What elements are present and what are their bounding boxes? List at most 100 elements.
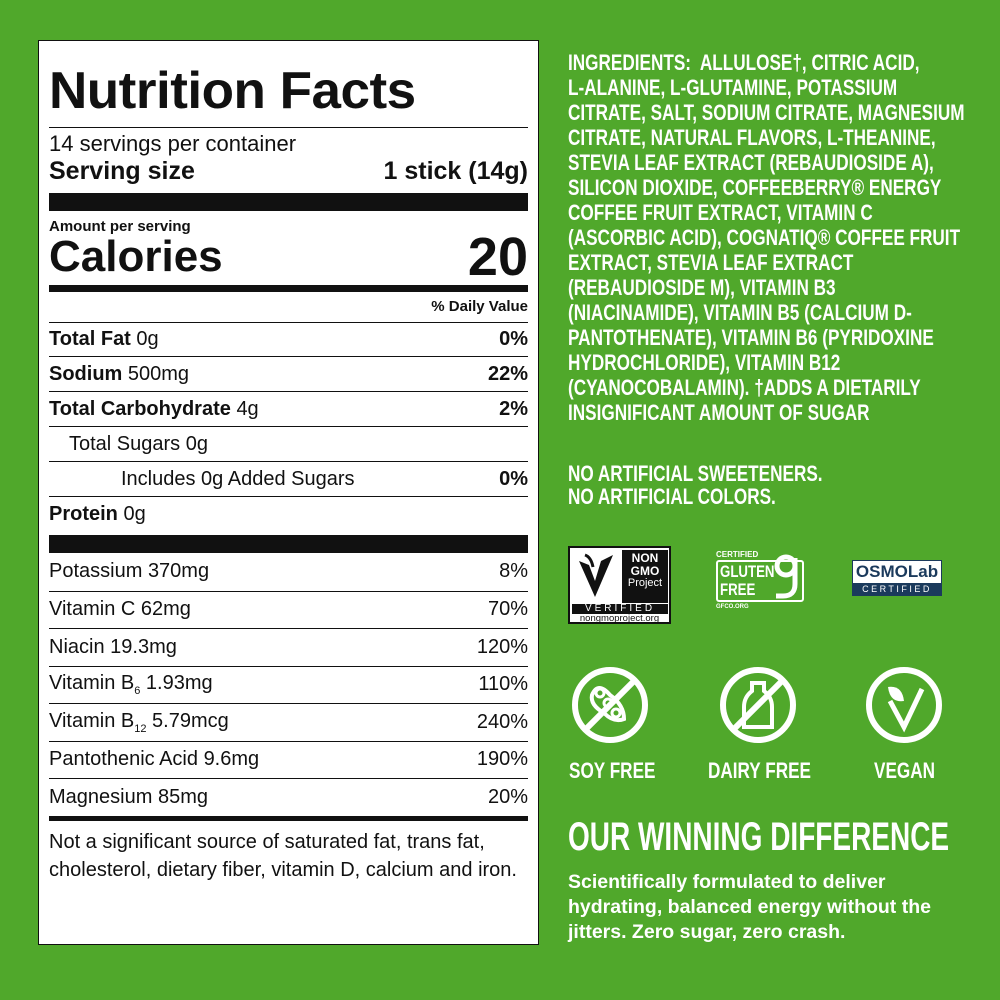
- vitamin-amount: 85mg: [157, 785, 208, 808]
- ingredient-line: (NIACINAMIDE), VITAMIN B5 (CALCIUM D-: [568, 300, 912, 325]
- servings-per-container: 14 servings per container: [49, 131, 297, 156]
- osmolab-badge: OSMOLab CERTIFIED: [852, 560, 942, 596]
- nutrient-row: Total Fat 0g 0%: [49, 322, 528, 356]
- vitamin-dv: 120%: [476, 635, 528, 658]
- badge-text: GMO: [630, 563, 660, 578]
- nutrient-row: Total Carbohydrate 4g 2%: [49, 391, 528, 426]
- badge-text: nongmoproject.org: [579, 613, 660, 624]
- nutrient-name: Includes 0g Added Sugars: [121, 467, 355, 490]
- nutrient-name: Total Sugars: [69, 432, 181, 455]
- ingredient-line: (CYANOCOBALAMIN). †ADDS A DIETARILY: [568, 375, 921, 400]
- vitamin-dv: 110%: [478, 673, 528, 696]
- vitamin-subscript: 12: [134, 722, 147, 735]
- dairy-free-label: DAIRY FREE: [708, 758, 811, 783]
- winning-difference-heading: OUR WINNING DIFFERENCE: [568, 815, 950, 859]
- vitamin-name: Niacin: [49, 635, 105, 658]
- vitamin-amount: 5.79mcg: [152, 709, 229, 732]
- vitamin-dv: 20%: [487, 785, 528, 808]
- ingredient-line: CITRATE, SALT, SODIUM CITRATE, MAGNESIUM: [568, 100, 965, 125]
- nutrient-row: Sodium 500mg 22%: [49, 356, 528, 391]
- ingredient-line: CITRATE, NATURAL FLAVORS, L-THEANINE,: [568, 125, 936, 150]
- ingredient-line: (ASCORBIC ACID), COGNATIQ® COFFEE FRUIT: [568, 225, 961, 250]
- vitamin-amount: 62mg: [140, 598, 191, 621]
- winning-difference-text: Scientifically formulated to deliver hyd…: [568, 870, 931, 945]
- badge-text: Lab: [907, 562, 939, 581]
- ingredient-line: INSIGNIFICANT AMOUNT OF SUGAR: [568, 400, 870, 425]
- vitamin-dv: 240%: [476, 710, 528, 733]
- vitamin-name: Pantothenic Acid: [49, 748, 198, 771]
- calories-label: Calories: [49, 232, 223, 281]
- footnote: Not a significant source of saturated fa…: [49, 830, 517, 881]
- ingredient-text: ALLULOSE†, CITRIC ACID,: [699, 50, 920, 75]
- ingredient-line: L-ALANINE, L-GLUTAMINE, POTASSIUM: [568, 75, 898, 100]
- soy-free-icon: [572, 667, 648, 743]
- nutrient-amount: 0g: [123, 502, 146, 525]
- serving-size-value: 1 stick (14g): [383, 157, 528, 185]
- nutrient-amount: 0g: [136, 328, 159, 350]
- nutrient-dv: 22%: [487, 362, 528, 385]
- nutrient-row: Protein 0g: [49, 496, 528, 531]
- gluten-g-icon: [774, 554, 798, 599]
- desc-line: Scientifically formulated to deliver: [568, 871, 886, 893]
- vitamin-name: Potassium: [49, 560, 143, 583]
- nutrient-dv: 0%: [499, 467, 528, 490]
- ingredient-line: HYDROCHLORIDE), VITAMIN B12: [568, 350, 841, 375]
- badge-text: GLUTEN: [720, 562, 775, 581]
- ingredient-line: STEVIA LEAF EXTRACT (REBAUDIOSIDE A),: [568, 150, 934, 175]
- vitamin-amount: 19.3mg: [110, 635, 177, 658]
- badge-text: FREE: [720, 580, 756, 599]
- nutrient-row: Total Sugars 0g: [49, 426, 528, 461]
- vitamin-amount: 9.6mg: [203, 748, 260, 771]
- desc-line: hydrating, balanced energy without the: [568, 896, 931, 918]
- vitamin-dv: 190%: [476, 748, 528, 771]
- ingredient-line: PANTOTHENATE), VITAMIN B6 (PYRIDOXINE: [568, 325, 934, 350]
- ingredient-line: SILICON DIOXIDE, COFFEEBERRY® ENERGY: [568, 175, 942, 200]
- nutrient-name: Total Fat: [49, 328, 131, 350]
- badge-text: CERTIFIED: [716, 550, 759, 559]
- vitamin-row: Pantothenic Acid 9.6mg 190%: [49, 740, 528, 779]
- gluten-free-badge: CERTIFIED GLUTEN FREE GFCO.ORG: [716, 550, 811, 610]
- nutrient-name: Sodium: [49, 362, 123, 385]
- vitamin-dv: 8%: [499, 560, 528, 583]
- vitamin-amount: 1.93mg: [145, 672, 213, 695]
- soy-free-label: SOY FREE: [569, 758, 656, 783]
- nutrient-amount: 4g: [236, 397, 259, 420]
- badge-text: Project: [627, 577, 663, 589]
- badge-text: GFCO.ORG: [716, 604, 749, 610]
- vitamin-row: Niacin 19.3mg 120%: [49, 628, 528, 666]
- vitamin-row: Magnesium 85mg 20%: [49, 778, 528, 816]
- nutrient-dv: 0%: [499, 328, 528, 350]
- vitamin-subscript: 6: [134, 685, 141, 698]
- vitamin-name: Vitamin C: [49, 598, 136, 621]
- claims: NO ARTIFICIAL SWEETENERS. NO ARTIFICIAL …: [568, 462, 823, 508]
- ingredient-line: COFFEE FRUIT EXTRACT, VITAMIN C: [568, 200, 873, 225]
- nutrient-name: Total Carbohydrate: [49, 397, 231, 420]
- badge-text: VERIFIED: [572, 604, 668, 614]
- vitamin-amount: 370mg: [147, 560, 210, 583]
- ingredients: INGREDIENTS: ALLULOSE†, CITRIC ACID, L-AL…: [568, 50, 965, 425]
- nutrient-dv: 2%: [499, 397, 528, 420]
- vitamin-name: Vitamin B: [49, 709, 135, 732]
- calories-value: 20: [467, 227, 528, 287]
- vitamin-dv: 70%: [487, 598, 528, 621]
- desc-line: jitters. Zero sugar, zero crash.: [568, 921, 846, 943]
- nutrient-amount: 500mg: [127, 362, 190, 385]
- non-gmo-badge: NON GMO Project VERIFIED nongmoproject.o…: [568, 546, 671, 624]
- amount-per-serving: Amount per serving: [49, 218, 191, 235]
- ingredient-line: (REBAUDIOSIDE M), VITAMIN B3: [568, 275, 836, 300]
- vitamin-row: Potassium 370mg 8%: [49, 553, 528, 591]
- dairy-free-icon: [720, 667, 796, 743]
- vitamin-row: Vitamin C 62mg 70%: [49, 590, 528, 629]
- ingredient-line: EXTRACT, STEVIA LEAF EXTRACT: [568, 250, 854, 275]
- vitamin-name: Vitamin B: [49, 672, 135, 695]
- vitamin-row: Vitamin B6 1.93mg 110%: [49, 665, 528, 704]
- daily-value-header: % Daily Value: [431, 298, 528, 315]
- vitamin-name: Magnesium: [49, 785, 153, 808]
- label-title: Nutrition Facts: [49, 62, 416, 120]
- badge-text: OSMO: [855, 562, 908, 581]
- ingredient-line: INGREDIENTS: ALLULOSE†, CITRIC ACID,: [568, 50, 965, 75]
- badge-text: CERTIFIED: [853, 583, 941, 595]
- nutrient-name: Protein: [49, 502, 118, 525]
- serving-size-label: Serving size: [49, 157, 195, 185]
- nutrition-facts-label: Nutrition Facts 14 servings per containe…: [38, 40, 539, 945]
